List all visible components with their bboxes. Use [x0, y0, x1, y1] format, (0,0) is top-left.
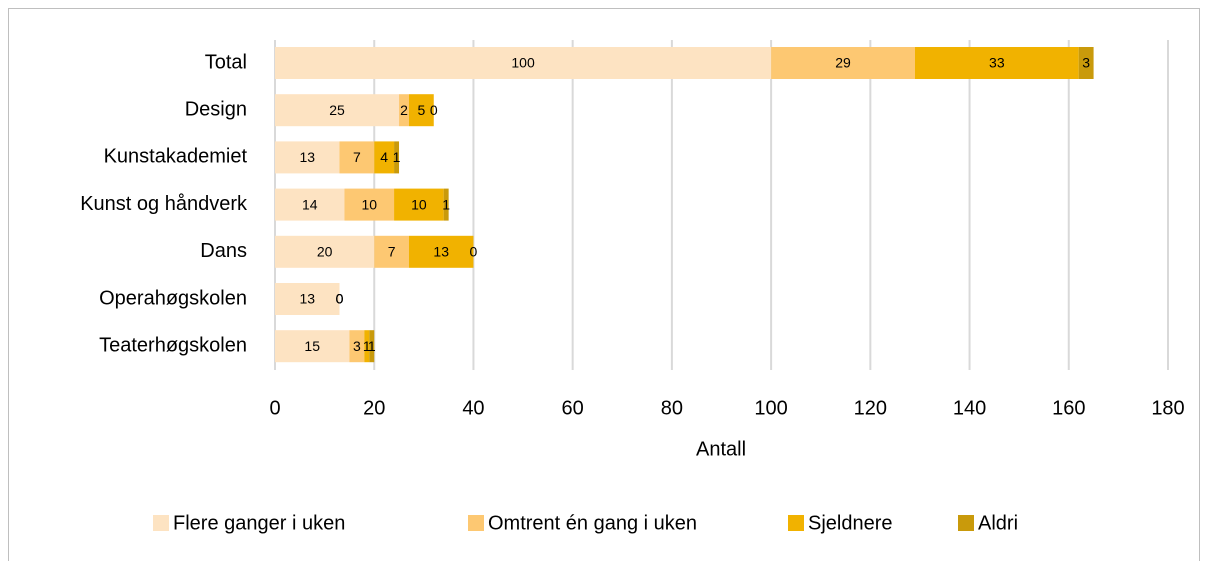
data-label: 0: [470, 244, 478, 260]
data-label: 3: [1082, 55, 1090, 71]
legend-label: Omtrent én gang i uken: [488, 512, 697, 534]
y-tick-label: Kunstakademiet: [104, 146, 248, 168]
bar-segment: [275, 141, 340, 174]
bar-segment: [914, 47, 1079, 79]
bar-segment: [339, 141, 375, 174]
bar-segment: [374, 235, 409, 268]
y-tick-label: Total: [205, 51, 247, 73]
data-label: 1: [393, 149, 401, 165]
y-tick-label: Kunst og håndverk: [80, 193, 248, 215]
bar-segment: [394, 141, 400, 174]
y-tick-label: Operahøgskolen: [99, 287, 247, 309]
data-label: 1: [363, 338, 371, 354]
y-tick-label: Teaterhøgskolen: [99, 334, 247, 356]
data-label: 100: [511, 55, 535, 71]
x-tick-label: 100: [754, 397, 787, 419]
legend-swatch: [958, 515, 974, 531]
bar-segment: [369, 330, 375, 363]
bar-segment: [275, 235, 375, 268]
x-tick-label: 20: [363, 397, 385, 419]
bar-segment: [344, 188, 395, 221]
bar-segment: [275, 283, 340, 315]
bar-segment: [349, 330, 365, 363]
bar-segment: [364, 330, 370, 363]
bar-segment: [275, 94, 400, 127]
legend-label: Sjeldnere: [808, 512, 893, 534]
data-label: 3: [353, 338, 361, 354]
data-label: 1: [368, 338, 376, 354]
data-label: 7: [388, 244, 396, 260]
data-label: 4: [380, 149, 388, 165]
y-tick-label: Dans: [200, 240, 247, 262]
bar-segment: [275, 330, 350, 363]
data-label: 15: [304, 338, 320, 354]
data-label: 14: [302, 196, 318, 212]
legend-swatch: [468, 515, 484, 531]
legend-label: Flere ganger i uken: [173, 512, 345, 534]
data-label: 13: [299, 291, 315, 307]
legend-swatch: [788, 515, 804, 531]
bar-segment: [443, 188, 449, 221]
bar-segment: [275, 188, 345, 221]
x-tick-label: 180: [1151, 397, 1184, 419]
x-tick-label: 0: [269, 397, 280, 419]
data-label: 1: [442, 196, 450, 212]
data-label: 25: [329, 102, 345, 118]
legend-label: Aldri: [978, 512, 1018, 534]
bar-segment: [399, 94, 409, 127]
data-label: 7: [353, 149, 361, 165]
x-tick-label: 40: [462, 397, 484, 419]
data-label: 13: [299, 149, 315, 165]
x-tick-label: 60: [562, 397, 584, 419]
data-label: 33: [989, 55, 1005, 71]
data-label: 10: [361, 196, 377, 212]
data-label: 0: [430, 102, 438, 118]
data-label: 10: [411, 196, 427, 212]
data-label: 5: [417, 102, 425, 118]
data-label: 0: [336, 291, 344, 307]
bar-segment: [275, 47, 772, 79]
data-label: 29: [835, 55, 851, 71]
x-tick-label: 80: [661, 397, 683, 419]
data-label: 20: [317, 244, 333, 260]
bar-segment: [408, 94, 434, 127]
data-label: 2: [400, 102, 408, 118]
chart-frame: [8, 8, 1200, 561]
bar-segment: [374, 141, 395, 174]
bar-segment: [771, 47, 915, 79]
y-tick-label: Design: [185, 98, 247, 120]
x-tick-label: 120: [854, 397, 887, 419]
data-label: 0: [336, 291, 344, 307]
bar-segment: [1078, 47, 1094, 79]
x-tick-label: 140: [953, 397, 986, 419]
data-label: 13: [433, 244, 449, 260]
bar-segment: [408, 235, 474, 268]
x-axis-label: Antall: [696, 438, 746, 460]
x-tick-label: 160: [1052, 397, 1085, 419]
legend-swatch: [153, 515, 169, 531]
data-label: 0: [336, 291, 344, 307]
bar-segment: [394, 188, 444, 221]
